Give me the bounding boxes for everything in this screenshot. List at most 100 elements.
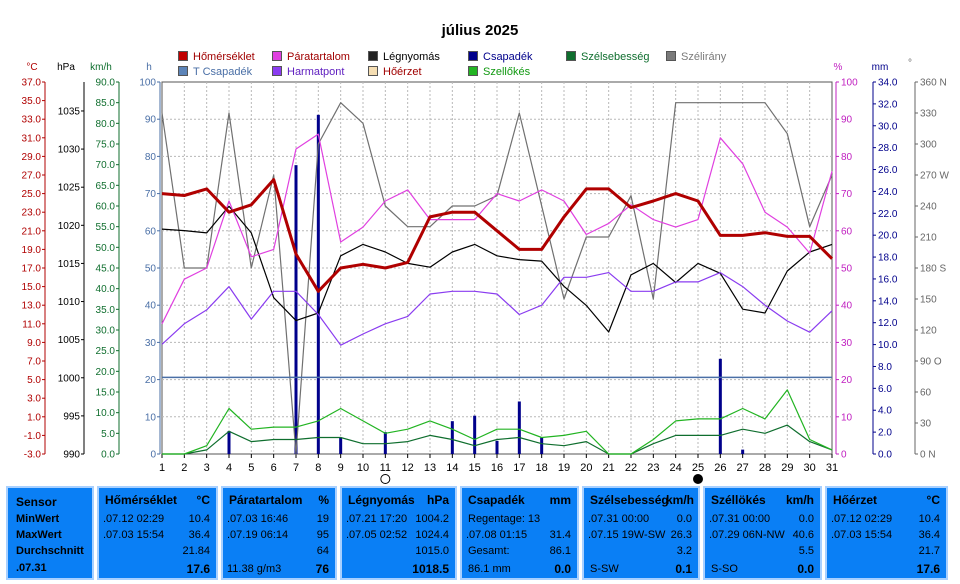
axis-tick-label: 25.0 — [22, 189, 42, 200]
axis-tick-label: 0 — [841, 450, 847, 461]
stats-title: Szélsebesség — [590, 493, 669, 507]
x-tick-label: 12 — [402, 462, 414, 474]
x-tick-label: 29 — [781, 462, 793, 474]
min-value: 19 — [316, 513, 329, 525]
x-tick-label: 31 — [826, 462, 838, 474]
legend-item-wind-direction: Szélirány — [666, 51, 726, 63]
axis-tick-label: 12.0 — [878, 318, 898, 329]
axis-unit-temp: °C — [26, 62, 37, 73]
stats-row-labels: Sensor MinWert MaxWert Durchschnitt .07.… — [6, 486, 94, 580]
axis-tick-label: 70 — [841, 189, 853, 200]
axis-tick-label: 85.0 — [96, 98, 116, 109]
avg-value: 21.7 — [918, 545, 940, 557]
x-tick-label: 23 — [647, 462, 659, 474]
current-value: 0.1 — [675, 562, 692, 576]
x-tick-label: 25 — [692, 462, 704, 474]
statistics-panel: Sensor MinWert MaxWert Durchschnitt .07.… — [6, 486, 956, 580]
x-tick-label: 1 — [159, 462, 165, 474]
axis-tick-label: 37.0 — [22, 78, 42, 89]
axis-tick-label: 10 — [841, 412, 853, 423]
legend-item-humidity: Páratartalom — [272, 51, 350, 63]
stats-title: Hőérzet — [833, 493, 878, 507]
axis-tick-label: 26.0 — [878, 165, 898, 176]
legend-item-temperature: Hőmérséklet — [178, 51, 255, 63]
axis-tick-label: 20.0 — [878, 231, 898, 242]
axis-unit-humidity: % — [834, 62, 843, 73]
legend-item-rain: Csapadék — [468, 51, 533, 63]
x-tick-label: 11 — [380, 462, 391, 474]
rain-bar — [495, 440, 499, 454]
stats-feels-like: Hőérzet °C .07.12 02:29 10.4 .07.03 15:5… — [825, 486, 948, 580]
legend-item-gust: Szellőkés — [468, 66, 530, 78]
axis-tick-label: 90 — [145, 115, 157, 126]
max-time: .07.15 19W-SW — [588, 529, 666, 541]
absolute-humidity: 11.38 g/m3 — [227, 563, 282, 575]
axis-unit-rain: mm — [872, 62, 889, 73]
legend-item-wind-speed: Szélsebesség — [566, 51, 650, 63]
rain-bar — [383, 432, 387, 454]
legend-item-pressure: Légnyomás — [368, 51, 440, 63]
x-tick-label: 19 — [558, 462, 570, 474]
legend-swatch — [566, 51, 576, 61]
min-time: .07.21 17:20 — [346, 513, 408, 525]
axis-tick-label: 100 — [139, 78, 156, 89]
weather-chart: °C hPa km/h h % mm ° 1 2 3 4 5 6 7 8 9 10 11 12 13 14… — [22, 58, 949, 484]
min-time: .07.12 02:29 — [103, 513, 165, 525]
legend-swatch — [178, 51, 188, 61]
stats-unit: % — [318, 493, 329, 507]
x-tick-label: 14 — [446, 462, 458, 474]
total-value: 86.1 — [549, 545, 571, 557]
axis-tick-label: 0.0 — [101, 450, 115, 461]
min-value: 1004.2 — [415, 513, 449, 525]
axis-tick-label: 70 — [145, 189, 157, 200]
max-value: 95 — [316, 529, 329, 541]
legend-swatch — [468, 51, 478, 61]
axis-tick-label: 32.0 — [878, 99, 898, 110]
axis-tick-label: 20.0 — [96, 367, 116, 378]
series-line-2 — [161, 133, 833, 325]
stats-humidity: Páratartalom % .07.03 16:46 19 .07.19 06… — [221, 486, 337, 580]
gust-direction: S-SO — [711, 563, 738, 575]
axis-tick-label: 50.0 — [96, 243, 116, 254]
stats-unit: mm — [549, 493, 571, 507]
axis-tick-label: 7.0 — [27, 357, 41, 368]
stats-title: Széllökés — [711, 493, 766, 507]
rain-bar — [718, 358, 722, 454]
axis-tick-label: 15.0 — [96, 388, 116, 399]
axis-tick-label: 1035 — [58, 106, 81, 117]
axis-tick-label: 16.0 — [878, 274, 898, 285]
axis-tick-label: 70.0 — [96, 160, 116, 171]
min-time: .07.12 02:29 — [831, 513, 893, 525]
axis-unit-direction: ° — [908, 58, 912, 69]
total-mm: 86.1 mm — [468, 563, 511, 575]
axis-tick-label: 19.0 — [22, 245, 42, 256]
x-tick-label: 13 — [424, 462, 436, 474]
legend-swatch — [468, 66, 478, 76]
axis-tick-label: 30.0 — [96, 326, 116, 337]
x-tick-label: 7 — [293, 462, 299, 474]
stats-unit: °C — [926, 493, 940, 507]
stats-title: Hőmérséklet — [105, 493, 178, 507]
max-time: .07.19 06:14 — [227, 529, 289, 541]
avg-value: 1015.0 — [415, 545, 449, 557]
axis-tick-label: 90 — [841, 115, 853, 126]
x-tick-label: 2 — [181, 462, 187, 474]
axis-tick-label: 22.0 — [878, 209, 898, 220]
axis-tick-label: 29.0 — [22, 152, 42, 163]
avg-value: 5.5 — [798, 545, 814, 557]
max-time: .07.03 15:54 — [103, 529, 165, 541]
axis-tick-label: 28.0 — [878, 143, 898, 154]
x-tick-label: 26 — [714, 462, 726, 474]
axis-tick-label: 30 — [841, 338, 853, 349]
stats-pressure: Légnyomás hPa .07.21 17:20 1004.2 .07.05… — [340, 486, 457, 580]
legend-item-dew-point: Harmatpont — [272, 66, 344, 78]
legend-swatch — [666, 51, 676, 61]
x-tick-label: 3 — [204, 462, 210, 474]
axis-tick-label: 21.0 — [22, 226, 42, 237]
axis-tick-label: 60.0 — [96, 202, 116, 213]
axis-tick-label: 35.0 — [22, 96, 42, 107]
axis-tick-label: 27.0 — [22, 171, 42, 182]
min-time: .07.31 00:00 — [709, 513, 771, 525]
min-time: .07.03 16:46 — [227, 513, 289, 525]
axis-tick-label: 90.0 — [96, 78, 116, 89]
